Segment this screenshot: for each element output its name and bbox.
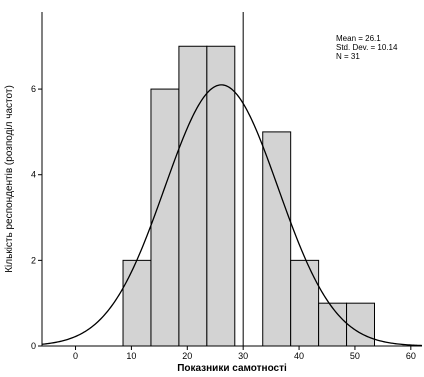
x-tick-label-10: 10 (126, 351, 136, 361)
x-tick-label-0: 0 (73, 351, 78, 361)
y-tick-label-6: 6 (31, 84, 36, 94)
histogram-bar-4 (206, 45, 236, 347)
y-tick-label-4: 4 (31, 170, 36, 180)
y-ticks: 0 2 4 6 (31, 84, 42, 351)
x-tick-label-60: 60 (406, 351, 416, 361)
stat-mean: Mean = 26.1 (336, 34, 381, 43)
histogram-bar-3 (178, 45, 208, 347)
stat-n: N = 31 (336, 52, 360, 61)
x-ticks: 0 10 20 30 40 50 60 (73, 346, 416, 361)
stat-sd: Std. Dev. = 10.14 (336, 43, 398, 52)
x-tick-label-40: 40 (294, 351, 304, 361)
histogram-bar-6 (290, 259, 320, 347)
histogram-bar-1 (122, 259, 152, 347)
x-tick-label-30: 30 (238, 351, 248, 361)
y-tick-label-0: 0 (31, 341, 36, 351)
x-axis-title: Показники самотності (177, 363, 287, 374)
x-tick-label-50: 50 (350, 351, 360, 361)
x-tick-label-20: 20 (182, 351, 192, 361)
histogram-bar-8 (346, 302, 376, 347)
histogram-bar-7 (318, 302, 348, 347)
y-tick-label-2: 2 (31, 255, 36, 265)
bars-group (122, 45, 376, 347)
histogram-bar-2 (150, 88, 180, 347)
normal-curve (41, 84, 423, 347)
y-axis-title: Кількість респондентів (розподіл частот) (4, 85, 15, 273)
histogram-bar-5 (262, 131, 292, 347)
